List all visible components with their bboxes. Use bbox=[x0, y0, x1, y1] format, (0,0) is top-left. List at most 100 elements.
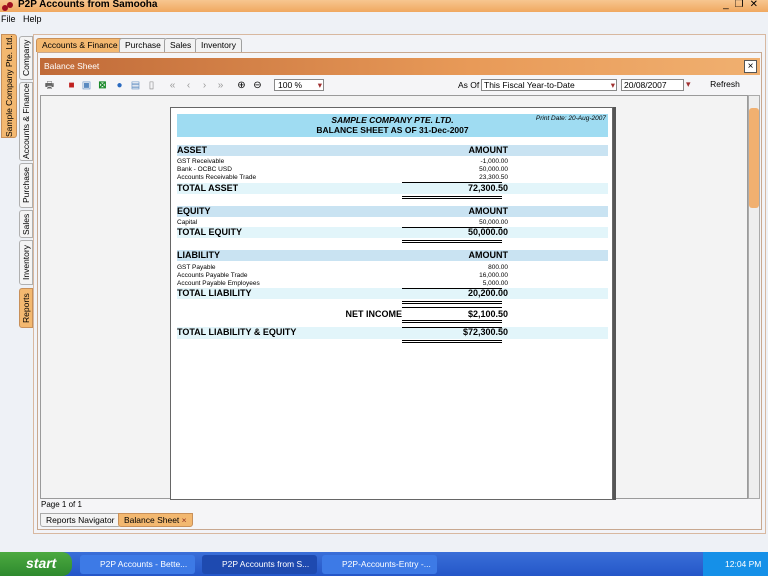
equity-header-row: EQUITY AMOUNT bbox=[177, 206, 608, 217]
clock: 12:04 PM bbox=[725, 559, 762, 569]
account-amount: 16,000.00 bbox=[479, 272, 508, 279]
task-label: P2P Accounts from S... bbox=[222, 559, 310, 569]
total-label: TOTAL LIABILITY bbox=[177, 288, 252, 298]
task-label: P2P Accounts - Bette... bbox=[100, 559, 188, 569]
account-name: Account Payable Employees bbox=[177, 280, 260, 287]
zoom-in-icon[interactable]: ⊕ bbox=[237, 80, 246, 91]
amount-header: AMOUNT bbox=[468, 250, 509, 260]
window-title: P2P Accounts from Samooha bbox=[18, 0, 158, 10]
account-amount: 5,000.00 bbox=[482, 280, 508, 287]
table-row: Accounts Receivable Trade 23,300.50 bbox=[177, 174, 608, 182]
zoom-out-icon[interactable]: ⊖ bbox=[253, 80, 262, 91]
menu-help[interactable]: Help bbox=[23, 14, 42, 24]
title-bar: P2P Accounts from Samooha _❐✕ bbox=[0, 0, 768, 12]
side-tab-reports[interactable]: Reports bbox=[19, 288, 33, 328]
print-icon[interactable]: 🖶 bbox=[44, 80, 55, 91]
side-tab-sales[interactable]: Sales bbox=[19, 210, 33, 238]
period-select[interactable]: This Fiscal Year-to-Date ▾ bbox=[481, 79, 617, 91]
total-label: TOTAL ASSET bbox=[177, 183, 239, 193]
menu-bar: File Help bbox=[0, 13, 768, 26]
table-row: Bank - OCBC USD 50,000.00 bbox=[177, 166, 608, 174]
company-tab[interactable]: Sample Company Pte. Ltd. bbox=[1, 34, 17, 138]
first-page-icon[interactable]: « bbox=[169, 80, 176, 91]
next-page-icon[interactable]: › bbox=[202, 80, 207, 91]
table-row: Accounts Payable Trade 16,000.00 bbox=[177, 272, 608, 280]
tab-balance-sheet[interactable]: Balance Sheet × bbox=[118, 513, 193, 527]
image-icon[interactable]: ▤ bbox=[130, 80, 141, 91]
asset-header: ASSET bbox=[177, 145, 208, 155]
table-row: Account Payable Employees 5,000.00 bbox=[177, 280, 608, 288]
task-label: P2P-Accounts-Entry -... bbox=[342, 559, 431, 569]
zoom-select[interactable]: 100 % ▾ bbox=[274, 79, 324, 91]
account-amount: 50,000.00 bbox=[479, 166, 508, 173]
net-income-row: NET INCOME $2,100.50 bbox=[177, 309, 608, 320]
grand-total-amount: $72,300.50 bbox=[462, 327, 508, 337]
liability-header: LIABILITY bbox=[177, 250, 220, 260]
start-button[interactable]: start bbox=[0, 552, 72, 576]
account-name: Accounts Receivable Trade bbox=[177, 174, 257, 181]
account-name: Capital bbox=[177, 219, 198, 226]
prev-page-icon[interactable]: ‹ bbox=[186, 80, 191, 91]
as-of-label: As Of bbox=[458, 80, 480, 90]
tab-accounts-finance[interactable]: Accounts & Finance bbox=[36, 38, 124, 52]
report-page: SAMPLE COMPANY PTE. LTD. BALANCE SHEET A… bbox=[170, 107, 613, 500]
total-asset-row: TOTAL ASSET 72,300.50 bbox=[177, 183, 608, 194]
print-date: Print Date: 20-Aug-2007 bbox=[535, 115, 606, 122]
tab-inventory[interactable]: Inventory bbox=[195, 38, 242, 52]
chevron-down-icon: ▾ bbox=[610, 80, 615, 90]
close-tab-icon[interactable]: × bbox=[181, 515, 187, 525]
close-panel-button[interactable]: × bbox=[744, 60, 757, 73]
asset-header-row: ASSET AMOUNT bbox=[177, 145, 608, 156]
excel-icon[interactable]: ⊠ bbox=[98, 80, 107, 91]
side-tab-purchase[interactable]: Purchase bbox=[19, 163, 33, 208]
report-header: SAMPLE COMPANY PTE. LTD. BALANCE SHEET A… bbox=[177, 114, 608, 137]
period-value: This Fiscal Year-to-Date bbox=[484, 80, 575, 90]
side-tab-accounts-finance[interactable]: Accounts & Finance bbox=[19, 82, 33, 161]
account-name: Accounts Payable Trade bbox=[177, 272, 248, 279]
document-icon[interactable]: ▯ bbox=[148, 80, 155, 91]
refresh-button[interactable]: Refresh bbox=[710, 79, 740, 89]
close-window-button[interactable]: ✕ bbox=[749, 0, 764, 10]
pdf-icon[interactable]: ■ bbox=[68, 80, 75, 91]
tab-reports-navigator[interactable]: Reports Navigator bbox=[40, 513, 121, 527]
tab-label: Balance Sheet bbox=[124, 515, 180, 525]
side-tab-inventory[interactable]: Inventory bbox=[19, 240, 33, 285]
net-income-amount: $2,100.50 bbox=[467, 309, 508, 319]
total-amount: 20,200.00 bbox=[467, 288, 508, 298]
table-row: GST Receivable -1,000.00 bbox=[177, 158, 608, 166]
tab-sales[interactable]: Sales bbox=[164, 38, 198, 52]
account-amount: 800.00 bbox=[488, 264, 508, 271]
account-amount: -1,000.00 bbox=[480, 158, 508, 165]
date-value: 20/08/2007 bbox=[624, 80, 667, 90]
date-dropdown-icon[interactable]: ▾ bbox=[686, 79, 691, 89]
minimize-button[interactable]: _ bbox=[723, 0, 735, 10]
tab-purchase[interactable]: Purchase bbox=[119, 38, 167, 52]
taskbar-item-active[interactable]: P2P Accounts from S... bbox=[202, 555, 317, 574]
report-toolbar: 🖶 ■ ▣ ⊠ ● ▤ ▯ « ‹ › » ⊕ ⊖ bbox=[40, 76, 760, 94]
taskbar-item[interactable]: P2P-Accounts-Entry -... bbox=[322, 555, 437, 574]
total-equity-row: TOTAL EQUITY 50,000.00 bbox=[177, 227, 608, 238]
system-tray: 12:04 PM bbox=[703, 552, 768, 576]
total-label: TOTAL EQUITY bbox=[177, 227, 243, 237]
web-icon[interactable]: ● bbox=[116, 80, 123, 91]
panel-title: Balance Sheet bbox=[40, 58, 760, 75]
account-name: Bank - OCBC USD bbox=[177, 166, 232, 173]
net-income-label: NET INCOME bbox=[345, 309, 402, 319]
report-title: BALANCE SHEET AS OF 31-Dec-2007 bbox=[316, 125, 469, 135]
amount-header: AMOUNT bbox=[468, 206, 509, 216]
table-row: Capital 50,000.00 bbox=[177, 219, 608, 227]
account-amount: 23,300.50 bbox=[479, 174, 508, 181]
equity-header: EQUITY bbox=[177, 206, 211, 216]
app-logo-icon bbox=[2, 2, 14, 11]
menu-file[interactable]: File bbox=[1, 14, 16, 24]
chevron-down-icon: ▾ bbox=[317, 80, 322, 90]
side-tab-company[interactable]: Company bbox=[19, 36, 33, 80]
taskbar-item[interactable]: P2P Accounts - Bette... bbox=[80, 555, 195, 574]
date-field[interactable]: 20/08/2007 bbox=[621, 79, 684, 91]
account-amount: 50,000.00 bbox=[479, 219, 508, 226]
restore-button[interactable]: ❐ bbox=[734, 0, 750, 10]
copy-icon[interactable]: ▣ bbox=[81, 80, 92, 91]
page-status: Page 1 of 1 bbox=[41, 500, 82, 509]
last-page-icon[interactable]: » bbox=[217, 80, 224, 91]
scrollbar-thumb[interactable] bbox=[749, 108, 759, 208]
